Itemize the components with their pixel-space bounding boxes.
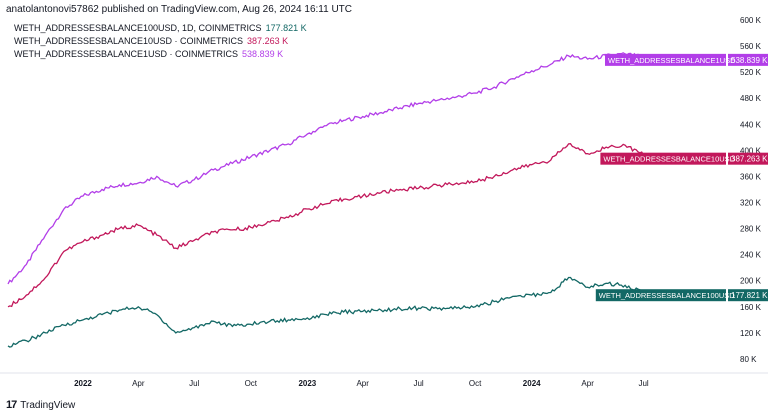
series-name-tag [595,289,726,302]
y-tick-label: 440 K [740,120,762,129]
legend: WETH_ADDRESSESBALANCE100USD, 1D, COINMET… [14,22,307,61]
x-tick-label: Jul [413,379,423,388]
y-tick-label: 240 K [740,251,762,260]
legend-row-100usd[interactable]: WETH_ADDRESSESBALANCE100USD, 1D, COINMET… [14,22,307,35]
x-tick-label: Jul [638,379,648,388]
x-tick-label: Oct [469,379,482,388]
x-tick-label: Oct [245,379,258,388]
y-tick-label: 360 K [740,172,762,181]
last-value-text: 177.821 K [731,291,768,300]
last-value-tag [728,152,768,165]
legend-value: 177.821 K [265,23,307,33]
last-value-text: 538.839 K [731,56,768,65]
series-name-text: WETH_ADDRESSESBALANCE100USD [599,291,735,300]
series-name-tag [605,53,726,66]
publish-info: anatolantonovi57862 published on Trading… [6,4,352,15]
legend-label: WETH_ADDRESSESBALANCE1USD · COINMETRICS [14,49,239,59]
y-tick-label: 80 K [740,355,757,364]
y-tick-label: 400 K [740,146,762,155]
x-tick-label: Jul [189,379,199,388]
series-name-text: WETH_ADDRESSESBALANCE1USD [608,56,736,65]
y-tick-label: 160 K [740,303,762,312]
x-tick-label: Apr [132,379,145,388]
last-value-tag [728,53,768,66]
legend-row-1usd[interactable]: WETH_ADDRESSESBALANCE1USD · COINMETRICS 5… [14,48,307,61]
series-line-2 [7,276,679,348]
y-tick-label: 280 K [740,225,762,234]
last-value-text: 387.263 K [731,155,768,164]
x-tick-label: 2024 [523,379,541,388]
y-tick-label: 560 K [740,42,762,51]
tradingview-logo-icon: 17 [6,399,17,411]
legend-row-10usd[interactable]: WETH_ADDRESSESBALANCE10USD · COINMETRICS… [14,35,307,48]
y-tick-label: 480 K [740,94,762,103]
x-tick-label: 2023 [298,379,316,388]
y-tick-label: 600 K [740,16,762,25]
brand-name: TradingView [20,399,76,411]
y-tick-label: 520 K [740,68,762,77]
series-line-1 [7,143,679,308]
series-name-tag [600,152,726,165]
y-tick-label: 200 K [740,277,762,286]
x-tick-label: Apr [581,379,594,388]
legend-label: WETH_ADDRESSESBALANCE100USD, 1D, COINMET… [14,23,262,33]
y-tick-label: 320 K [740,199,762,208]
x-tick-label: Apr [356,379,369,388]
x-tick-label: 2022 [74,379,92,388]
series-name-text: WETH_ADDRESSESBALANCE10USD [603,155,735,164]
legend-value: 538.839 K [242,49,284,59]
legend-label: WETH_ADDRESSESBALANCE10USD · COINMETRICS [14,36,244,46]
y-tick-label: 120 K [740,329,762,338]
footer: 17 TradingView [6,399,75,411]
legend-value: 387.263 K [247,36,289,46]
last-value-tag [728,289,768,302]
series-line-0 [7,52,679,285]
